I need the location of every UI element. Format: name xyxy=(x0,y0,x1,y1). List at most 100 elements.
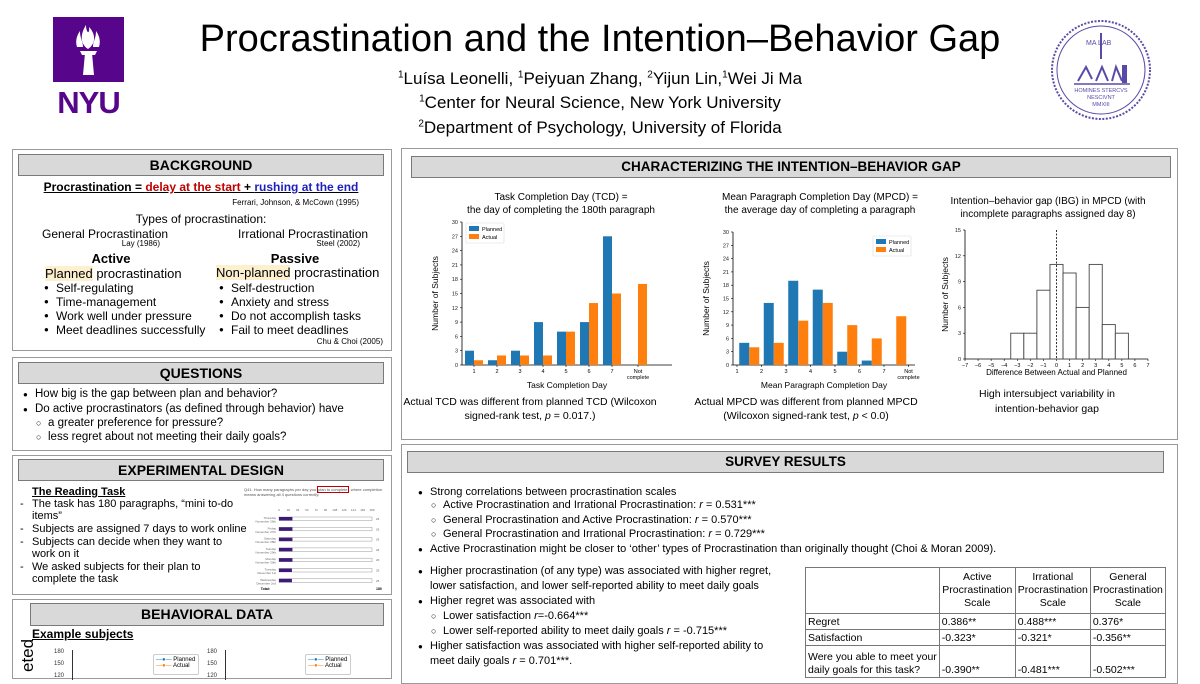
survey-subitem: General Procrastination and Active Procr… xyxy=(431,514,751,526)
design-item: - xyxy=(20,536,24,548)
chart1-title: Task Completion Day (TCD) = the day of co… xyxy=(467,192,655,216)
y-tick-label: 21 xyxy=(452,263,458,269)
x-tick-label: 6 xyxy=(587,369,590,375)
slider-tick-label: 162 xyxy=(360,508,365,512)
x-tick-label: 5 xyxy=(1120,363,1123,369)
design-item: - xyxy=(20,498,24,510)
histogram-bar xyxy=(1062,272,1077,360)
table-header-row: Active Procrastination Scale Irrational Pro… xyxy=(805,567,1166,614)
y-tick-label: 15 xyxy=(452,292,458,298)
y-tick-label: 21 xyxy=(723,270,729,276)
x-tick-label: 2 xyxy=(495,369,498,375)
survey-item: lower satisfaction, and lower self-repor… xyxy=(430,580,759,592)
histogram-bar xyxy=(1114,332,1129,360)
bar-actual xyxy=(589,303,598,365)
bar-actual xyxy=(798,320,809,365)
slider-tick-label: 72 xyxy=(315,508,319,512)
design-item: Subjects are assigned 7 days to work onl… xyxy=(32,523,247,535)
y-tick-label: 0 xyxy=(455,363,458,369)
survey-heading: SURVEY RESULTS xyxy=(407,451,1164,473)
x-tick-label: −5 xyxy=(988,363,994,369)
x-tick-label: 3 xyxy=(1094,363,1097,369)
slider-track xyxy=(278,557,373,562)
ytick: 120 xyxy=(54,673,65,679)
total-value: 180 xyxy=(376,587,382,591)
histogram-bar xyxy=(1023,332,1038,360)
author-list: 1Luísa Leonelli, 1Peiyuan Zhang, 2Yijun … xyxy=(397,69,803,88)
procrastination-definition: Procrastination = delay at the start + r… xyxy=(43,180,359,194)
irrational-citation: Steel (2002) xyxy=(316,239,360,248)
design-item-cont: work on it xyxy=(32,548,80,560)
bar-actual xyxy=(896,316,907,365)
affiliation-2: 2Department of Psychology, University of… xyxy=(418,118,782,137)
question-item: Do active procrastinators (as defined th… xyxy=(23,403,344,415)
ytick: 150 xyxy=(207,661,218,667)
bar-actual xyxy=(638,283,647,365)
table-cell: -0.323* xyxy=(938,629,1016,646)
general-citation: Lay (1986) xyxy=(121,239,160,248)
slider-fill xyxy=(279,527,293,531)
design-heading: EXPERIMENTAL DESIGN xyxy=(18,459,384,481)
day-label: November 27th xyxy=(255,530,276,534)
y-tick-label: 3 xyxy=(958,331,961,337)
y-tick-label: 24 xyxy=(452,249,458,255)
behavioral-ylabel: eted xyxy=(18,638,37,672)
x-tick-label: 4 xyxy=(809,369,812,375)
x-tick-label: complete xyxy=(627,375,649,381)
y-tick-label: 9 xyxy=(455,320,458,326)
seal-year: MMXIII xyxy=(1092,102,1110,108)
active-item: Meet deadlines successfully xyxy=(44,323,205,337)
slider-track xyxy=(278,568,373,573)
background-heading: BACKGROUND xyxy=(18,154,384,176)
x-tick-label: 1 xyxy=(472,369,475,375)
day-label: Tuesday xyxy=(265,568,277,572)
table-cell: 0.376* xyxy=(1089,613,1166,630)
day-label: November 26th xyxy=(255,520,276,524)
y-axis xyxy=(225,650,226,680)
table-cell: -0.321* xyxy=(1014,629,1091,646)
slider-value: 26 xyxy=(376,517,380,521)
column-header: Active Procrastination Scale xyxy=(938,567,1016,614)
y-tick-label: 12 xyxy=(723,310,729,316)
x-tick-label: −7 xyxy=(962,363,968,369)
bar-actual xyxy=(543,355,552,365)
passive-item: Self-destruction xyxy=(219,281,314,295)
slider-tick-label: 90 xyxy=(324,508,328,512)
question-subitem: a greater preference for pressure? xyxy=(36,417,223,429)
correlation-table: Active Procrastination Scale Irrational Pro… xyxy=(805,567,1166,678)
active-title: Active xyxy=(91,251,131,266)
example-subject-plot-2: 180 150 120 —●— Planned —●— Actual xyxy=(202,646,362,680)
x-tick-label: 0 xyxy=(1055,363,1058,369)
legend: —●— Planned —●— Actual xyxy=(153,654,199,675)
bar-actual xyxy=(749,347,760,365)
design-item: - xyxy=(20,523,24,535)
ytick: 150 xyxy=(54,661,65,667)
column-header: Irrational Procrastination Scale xyxy=(1014,567,1091,614)
slider-value: 26 xyxy=(376,538,380,542)
x-tick-label: 1 xyxy=(1068,363,1071,369)
day-label: Sunday xyxy=(266,547,277,551)
chart1-caption: Actual TCD was different from planned TC… xyxy=(403,396,657,422)
x-tick-label: −3 xyxy=(1014,363,1020,369)
active-item: Self-regulating xyxy=(44,281,133,295)
slider-tick-label: 180 xyxy=(369,508,374,512)
example-subjects-heading: Example subjects xyxy=(32,627,134,641)
day-label: Wednesday xyxy=(260,578,276,582)
day-label: November 28th xyxy=(255,540,276,544)
histogram-bar xyxy=(1088,263,1103,360)
malab-seal-logo: MA LAB HOMINES STERCVS NESCIVNT MMXIII xyxy=(1050,19,1152,121)
design-item: - xyxy=(20,561,24,573)
x-tick-label: complete xyxy=(897,375,919,381)
bar-actual xyxy=(520,355,529,365)
table-cell: -0.481*** xyxy=(1014,645,1091,678)
x-tick-label: −6 xyxy=(975,363,981,369)
slider-track xyxy=(278,578,373,583)
nyu-logo: NYU xyxy=(53,17,124,120)
x-tick-label: 5 xyxy=(564,369,567,375)
bar-planned xyxy=(812,289,823,365)
ytick: 180 xyxy=(207,649,218,655)
slider-tick-label: 54 xyxy=(305,508,309,512)
bar-planned xyxy=(488,360,497,365)
x-tick-label: 7 xyxy=(610,369,613,375)
